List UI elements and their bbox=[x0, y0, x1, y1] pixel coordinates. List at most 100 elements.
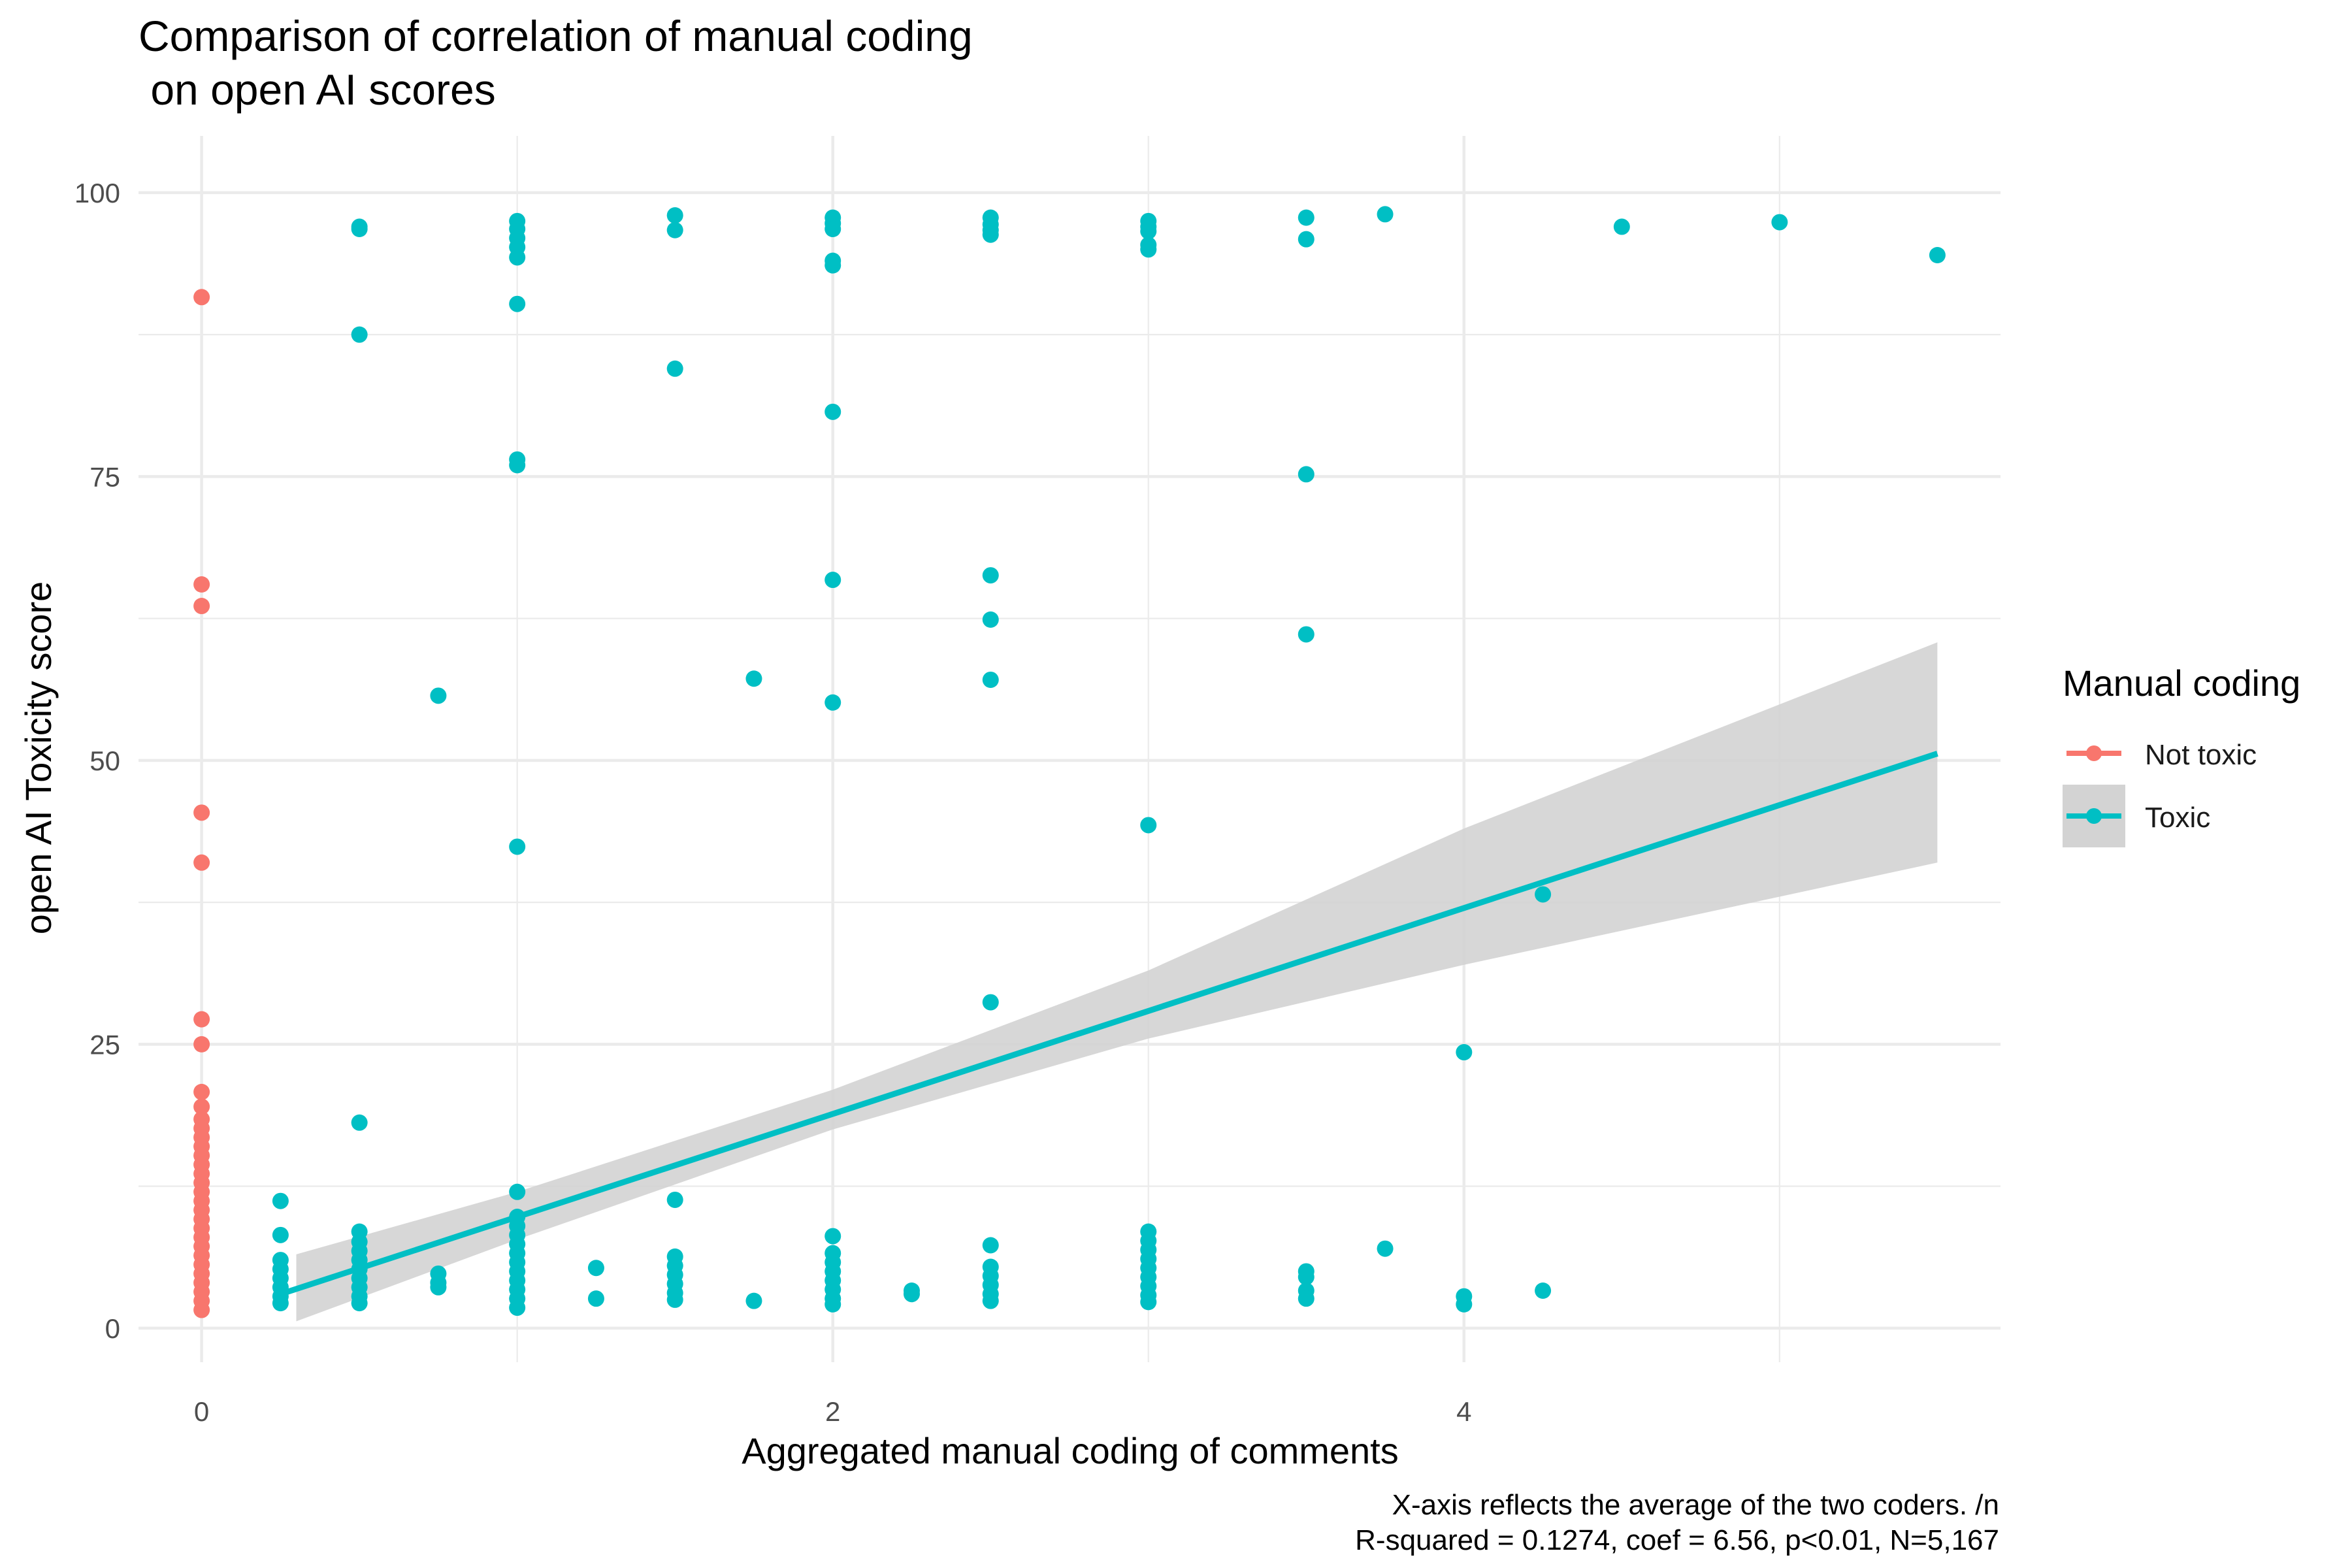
point-toxic bbox=[1140, 1294, 1157, 1311]
point-toxic bbox=[1298, 209, 1315, 226]
point-toxic bbox=[1456, 1296, 1473, 1313]
point-not-toxic bbox=[193, 289, 210, 306]
y-tick-label: 0 bbox=[105, 1313, 120, 1344]
y-tick-label: 100 bbox=[74, 178, 120, 208]
point-toxic bbox=[982, 567, 999, 584]
point-toxic bbox=[825, 694, 841, 711]
point-toxic bbox=[982, 226, 999, 243]
point-toxic bbox=[1298, 1290, 1315, 1307]
y-tick-label: 50 bbox=[90, 745, 120, 776]
point-toxic bbox=[745, 670, 762, 687]
point-toxic bbox=[1298, 231, 1315, 248]
point-toxic bbox=[825, 1228, 841, 1245]
point-not-toxic bbox=[193, 1301, 210, 1318]
point-toxic bbox=[1613, 218, 1630, 235]
point-toxic bbox=[1377, 206, 1394, 223]
point-toxic bbox=[1535, 886, 1552, 903]
point-not-toxic bbox=[193, 576, 210, 593]
point-toxic bbox=[825, 572, 841, 589]
point-toxic bbox=[430, 687, 447, 704]
point-toxic bbox=[745, 1292, 762, 1309]
legend-item-toxic: Toxic bbox=[2063, 785, 2210, 847]
confidence-band-area bbox=[296, 642, 1938, 1322]
chart-title: Comparison of correlation of manual codi… bbox=[139, 12, 973, 60]
point-toxic bbox=[825, 403, 841, 420]
point-toxic bbox=[666, 221, 683, 238]
regression-line bbox=[279, 751, 1938, 1298]
point-toxic bbox=[351, 1295, 368, 1312]
point-not-toxic bbox=[193, 1011, 210, 1028]
point-toxic bbox=[509, 295, 526, 312]
point-toxic bbox=[1298, 626, 1315, 643]
point-toxic bbox=[351, 221, 368, 238]
point-not-toxic bbox=[193, 854, 210, 871]
axis-tick-labels: 0 25 50 75 100 0 2 4 bbox=[74, 178, 1472, 1427]
point-toxic bbox=[982, 611, 999, 628]
point-not-toxic bbox=[193, 1036, 210, 1053]
point-toxic bbox=[1140, 241, 1157, 258]
point-toxic bbox=[509, 249, 526, 266]
point-toxic bbox=[825, 257, 841, 274]
point-toxic bbox=[666, 360, 683, 377]
legend-dot-not-toxic bbox=[2086, 745, 2102, 761]
point-toxic bbox=[1535, 1282, 1552, 1299]
point-toxic bbox=[1456, 1044, 1473, 1061]
y-tick-label: 25 bbox=[90, 1029, 120, 1060]
point-toxic bbox=[509, 838, 526, 855]
point-toxic bbox=[1377, 1240, 1394, 1257]
point-toxic bbox=[1929, 246, 1946, 263]
point-toxic bbox=[272, 1226, 289, 1243]
legend-title: Manual coding bbox=[2063, 662, 2300, 704]
x-tick-label: 0 bbox=[194, 1396, 209, 1427]
y-axis-title: open AI Toxicity score bbox=[18, 581, 59, 935]
legend: Manual coding Not toxic Toxic bbox=[2063, 662, 2300, 847]
regression-line-group bbox=[279, 751, 1938, 1298]
point-not-toxic bbox=[193, 804, 210, 821]
point-toxic bbox=[351, 1114, 368, 1131]
legend-label-toxic: Toxic bbox=[2145, 802, 2210, 834]
plot-grid bbox=[139, 136, 2001, 1362]
point-toxic bbox=[509, 1299, 526, 1316]
point-toxic bbox=[1140, 817, 1157, 834]
point-toxic bbox=[825, 1296, 841, 1313]
caption-line-2: R-squared = 0.1274, coef = 6.56, p<0.01,… bbox=[1355, 1524, 1999, 1556]
point-toxic bbox=[430, 1279, 447, 1296]
point-toxic bbox=[666, 207, 683, 224]
point-toxic bbox=[1771, 214, 1788, 231]
point-toxic bbox=[509, 1183, 526, 1200]
point-not-toxic bbox=[193, 598, 210, 615]
point-toxic bbox=[825, 221, 841, 238]
point-toxic bbox=[903, 1286, 920, 1303]
point-toxic bbox=[982, 994, 999, 1011]
point-toxic bbox=[982, 671, 999, 688]
x-tick-label: 4 bbox=[1456, 1396, 1471, 1427]
caption: X-axis reflects the average of the two c… bbox=[1355, 1489, 1999, 1556]
point-toxic bbox=[587, 1290, 604, 1307]
x-axis-title: Aggregated manual coding of comments bbox=[742, 1430, 1398, 1471]
confidence-band bbox=[296, 642, 1938, 1322]
point-toxic bbox=[982, 1237, 999, 1254]
point-toxic bbox=[272, 1295, 289, 1312]
legend-dot-toxic bbox=[2086, 808, 2102, 824]
point-not-toxic bbox=[193, 1098, 210, 1115]
point-toxic bbox=[351, 326, 368, 343]
point-not-toxic bbox=[193, 1083, 210, 1100]
point-toxic bbox=[666, 1291, 683, 1308]
x-tick-label: 2 bbox=[825, 1396, 840, 1427]
point-toxic bbox=[1298, 466, 1315, 483]
point-toxic bbox=[666, 1191, 683, 1208]
caption-line-1: X-axis reflects the average of the two c… bbox=[1392, 1489, 1999, 1521]
point-toxic bbox=[509, 457, 526, 474]
point-toxic bbox=[272, 1192, 289, 1209]
point-toxic bbox=[982, 1292, 999, 1309]
legend-item-not-toxic: Not toxic bbox=[2063, 722, 2257, 785]
point-toxic bbox=[587, 1260, 604, 1277]
chart-subtitle: on open AI scores bbox=[139, 65, 496, 114]
data-points bbox=[193, 206, 1946, 1318]
point-toxic bbox=[1140, 223, 1157, 240]
chart-titles: Comparison of correlation of manual codi… bbox=[139, 12, 973, 114]
point-toxic bbox=[1298, 1269, 1315, 1286]
y-tick-label: 75 bbox=[90, 461, 120, 492]
legend-label-not-toxic: Not toxic bbox=[2145, 739, 2257, 771]
